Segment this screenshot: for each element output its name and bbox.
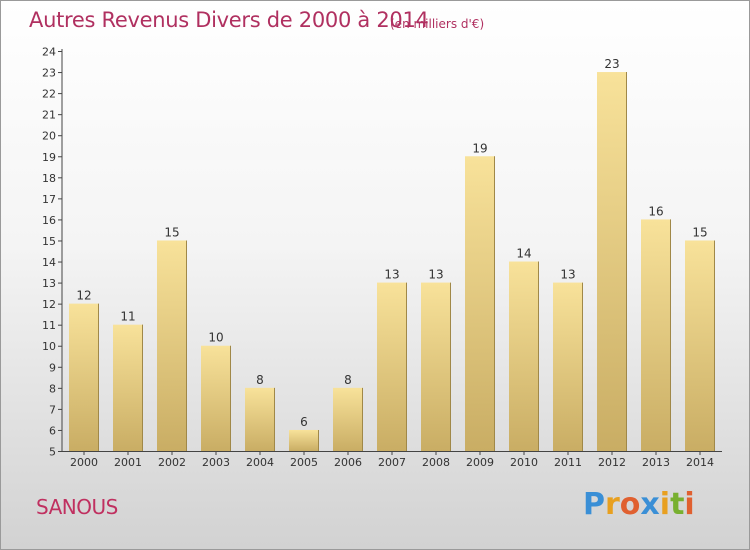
y-tick-label: 24 bbox=[42, 46, 56, 59]
y-tick-label: 19 bbox=[42, 151, 56, 164]
x-tick-label: 2014 bbox=[686, 456, 714, 469]
bar bbox=[69, 303, 99, 451]
y-tick-label: 8 bbox=[49, 382, 56, 395]
y-tick-label: 10 bbox=[42, 340, 56, 353]
x-tick-label: 2008 bbox=[422, 456, 450, 469]
x-tick-label: 2006 bbox=[334, 456, 362, 469]
data-label: 15 bbox=[692, 225, 707, 239]
y-tick-label: 22 bbox=[42, 88, 56, 101]
place-name: SANOUS bbox=[36, 495, 118, 519]
y-tick-label: 5 bbox=[49, 446, 56, 459]
data-label: 15 bbox=[164, 225, 179, 239]
bar bbox=[333, 387, 363, 451]
x-tick-label: 2003 bbox=[202, 456, 230, 469]
bar bbox=[421, 282, 451, 451]
x-tick-label: 2000 bbox=[70, 456, 98, 469]
logo-letter: t bbox=[670, 487, 685, 522]
y-axis: 5 6 7 8 9 10 11 12 13 14 15 16 17 18 19 20 21 22 23 24 bbox=[42, 46, 63, 459]
bar bbox=[245, 387, 275, 451]
bar bbox=[641, 219, 671, 451]
data-label: 8 bbox=[344, 373, 352, 387]
bars bbox=[69, 72, 715, 451]
y-tick-label: 23 bbox=[42, 67, 56, 80]
data-label: 6 bbox=[300, 415, 308, 429]
y-tick-label: 7 bbox=[49, 403, 56, 416]
bar bbox=[597, 72, 627, 451]
logo-letter: i bbox=[659, 487, 671, 522]
data-label: 14 bbox=[516, 247, 531, 261]
y-tick-label: 12 bbox=[42, 298, 56, 311]
x-tick-label: 2009 bbox=[466, 456, 494, 469]
logo-letter: r bbox=[605, 487, 620, 522]
y-tick-label: 6 bbox=[49, 424, 56, 437]
bar bbox=[289, 429, 319, 451]
logo-letter: o bbox=[619, 487, 641, 522]
bar bbox=[113, 324, 143, 451]
x-tick-label: 2013 bbox=[642, 456, 670, 469]
data-label: 13 bbox=[428, 268, 443, 282]
data-label: 10 bbox=[208, 331, 223, 345]
bar bbox=[201, 345, 231, 451]
x-tick-label: 2005 bbox=[290, 456, 318, 469]
bar bbox=[509, 261, 539, 451]
data-label: 19 bbox=[472, 141, 487, 155]
data-label: 12 bbox=[76, 289, 91, 303]
data-label: 13 bbox=[384, 268, 399, 282]
data-label: 16 bbox=[648, 204, 663, 218]
unit-note: (en milliers d'€) bbox=[390, 17, 485, 31]
chart-title: Autres Revenus Divers de 2000 à 2014 bbox=[29, 8, 429, 32]
y-tick-label: 17 bbox=[42, 193, 56, 206]
bar bbox=[685, 240, 715, 451]
y-tick-label: 18 bbox=[42, 172, 56, 185]
x-tick-label: 2010 bbox=[510, 456, 538, 469]
data-label: 13 bbox=[560, 268, 575, 282]
bar bbox=[553, 282, 583, 451]
y-tick-label: 16 bbox=[42, 214, 56, 227]
y-tick-label: 21 bbox=[42, 109, 56, 122]
logo-letter: P bbox=[583, 487, 605, 522]
logo-letter: x bbox=[640, 487, 660, 522]
y-tick-label: 20 bbox=[42, 130, 56, 143]
x-tick-label: 2001 bbox=[114, 456, 142, 469]
data-labels: 12 11 15 10 8 6 8 13 13 19 14 13 23 16 15 bbox=[76, 57, 707, 429]
x-tick-label: 2012 bbox=[598, 456, 626, 469]
x-tick-label: 2002 bbox=[158, 456, 186, 469]
data-label: 11 bbox=[120, 310, 135, 324]
proxiti-logo[interactable]: Proxiti bbox=[583, 487, 695, 522]
logo-letter: i bbox=[684, 487, 695, 522]
x-tick-label: 2011 bbox=[554, 456, 582, 469]
y-tick-label: 13 bbox=[42, 277, 56, 290]
data-label: 8 bbox=[256, 373, 264, 387]
bar bbox=[465, 156, 495, 451]
y-tick-label: 14 bbox=[42, 256, 56, 269]
y-tick-label: 9 bbox=[49, 361, 56, 374]
data-label: 23 bbox=[604, 57, 619, 71]
x-axis: 2000 2001 2002 2003 2004 2005 2006 2007 2008 2009… bbox=[62, 451, 722, 469]
x-tick-label: 2007 bbox=[378, 456, 406, 469]
y-tick-label: 11 bbox=[42, 319, 56, 332]
bar bbox=[157, 240, 187, 451]
x-tick-label: 2004 bbox=[246, 456, 274, 469]
y-tick-label: 15 bbox=[42, 235, 56, 248]
bar bbox=[377, 282, 407, 451]
